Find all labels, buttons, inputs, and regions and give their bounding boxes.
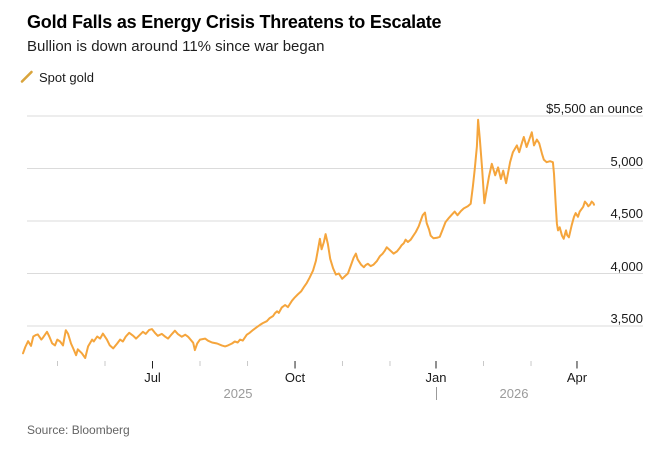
- spot-gold-price-line: [22, 118, 595, 359]
- y-axis-label: 4,000: [610, 258, 643, 274]
- chart-title: Gold Falls as Energy Crisis Threatens to…: [27, 12, 442, 32]
- legend-label: Spot gold: [39, 70, 94, 85]
- spot-gold-series-icon: [20, 70, 33, 83]
- x-axis-year-label: 2025: [223, 386, 253, 401]
- y-axis-label: $5,500 an ounce: [546, 101, 643, 116]
- x-axis-month-label: Oct: [284, 370, 306, 385]
- y-axis-label: 4,500: [610, 206, 643, 221]
- x-axis-month-label: Jul: [144, 370, 161, 385]
- x-axis-year-label: 2026: [499, 386, 529, 401]
- chart-subtitle: Bullion is down around 11% since war beg…: [27, 38, 325, 55]
- y-axis-label: 3,500: [610, 311, 643, 326]
- year-divider-tick: [435, 387, 437, 400]
- y-axis-label: 5,000: [610, 153, 643, 169]
- source-note: Source: Bloomberg: [27, 423, 130, 437]
- x-axis-month-label: Apr: [566, 370, 588, 385]
- x-axis-month-label: Jan: [425, 370, 447, 385]
